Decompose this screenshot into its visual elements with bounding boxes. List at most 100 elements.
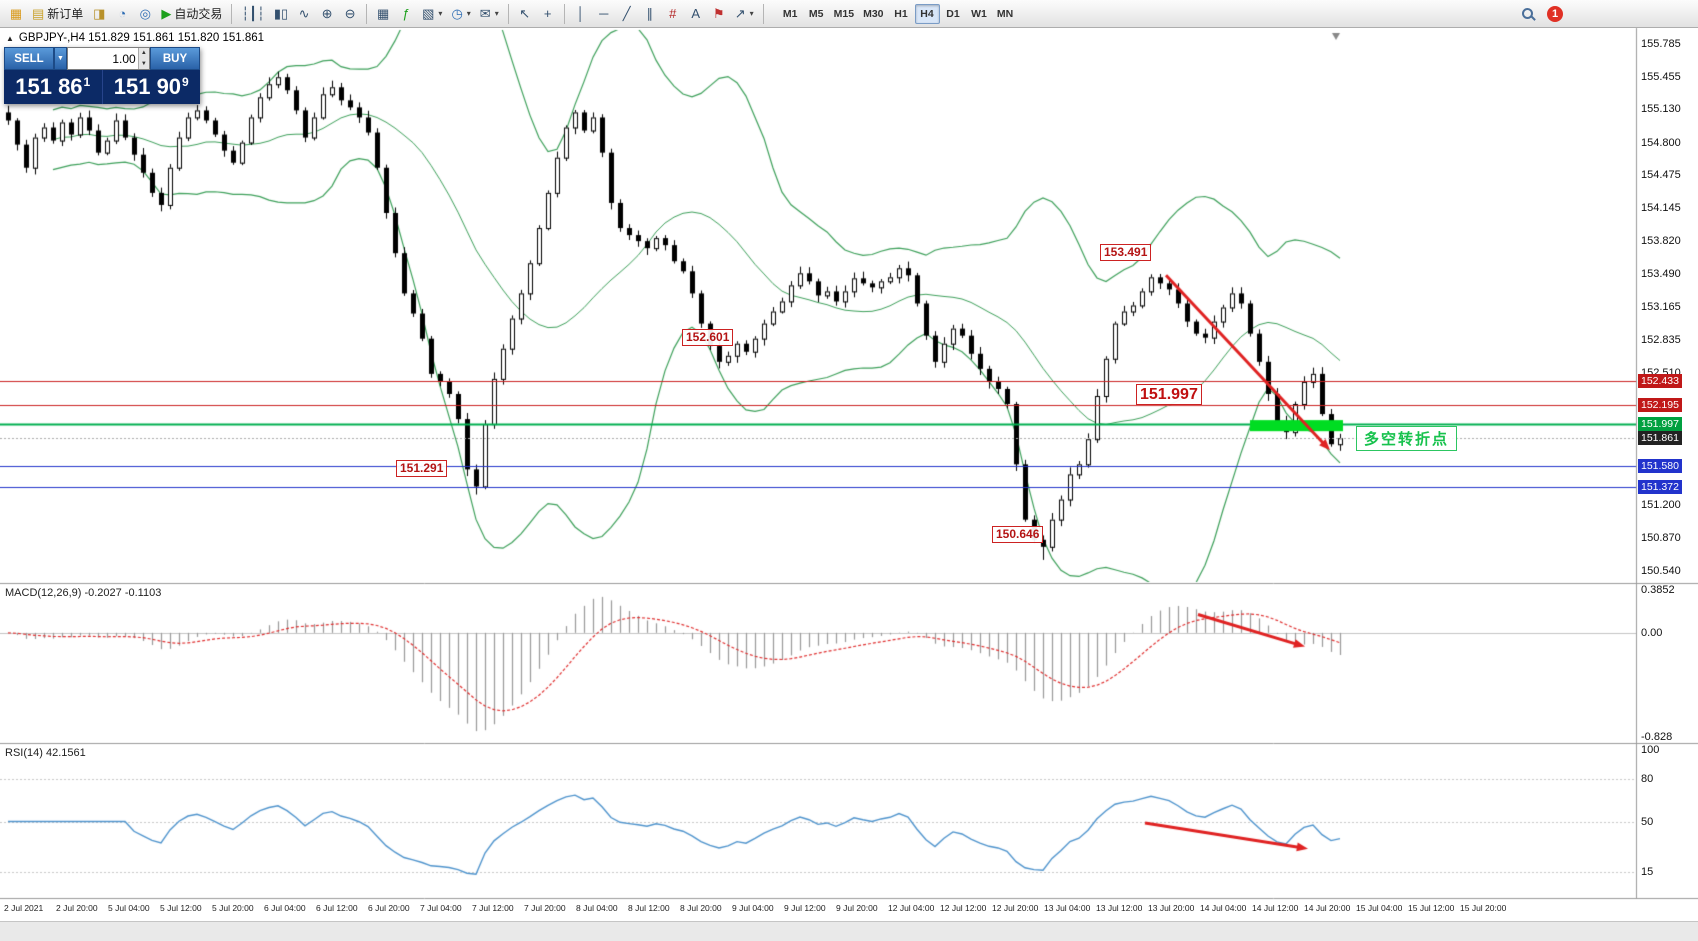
- lot-options-dropdown[interactable]: ▼: [54, 47, 67, 70]
- crosshair-button[interactable]: +: [537, 3, 559, 25]
- price-axis-tick: 152.835: [1641, 334, 1681, 347]
- zoom-in-button[interactable]: ⊕: [316, 3, 338, 25]
- macd-axis-max: 0.3852: [1641, 584, 1675, 596]
- mail-button[interactable]: ✉ ▾: [476, 3, 503, 25]
- notification-badge[interactable]: 1: [1547, 5, 1563, 22]
- toolbar-separator: [231, 3, 233, 24]
- price-axis-tick: 154.145: [1641, 202, 1681, 215]
- timeframe-h1-button[interactable]: H1: [894, 7, 908, 20]
- horizontal-line-button[interactable]: ─: [593, 3, 615, 25]
- turning-point-annotation[interactable]: 多空转折点: [1356, 426, 1458, 451]
- main-toolbar: ▦ ▤ 新订单 ◨ ◔ ◎ ▶ 自动交易 ┆┃┆ ▮▯ ∿ ⊕ ⊖ ▦ ƒ ▧ ▾ ◷ ▾ ✉ ▾ ↖ + │ ─ ╱ ∥ # A ⚑ ↗ ▾…: [0, 0, 1698, 28]
- line-chart-icon: ∿: [298, 6, 310, 21]
- price-axis-tick: 155.785: [1641, 37, 1681, 50]
- app-icon: ▦: [9, 6, 23, 21]
- navigator-button[interactable]: ◎: [134, 3, 156, 25]
- price-level-label[interactable]: 153.491: [1100, 244, 1152, 262]
- timeframe-d1-button[interactable]: D1: [946, 7, 960, 20]
- price-level-label[interactable]: 151.997: [1136, 384, 1202, 406]
- tile-windows-icon: ▦: [376, 6, 390, 21]
- vertical-line-icon: │: [576, 6, 585, 21]
- time-axis-label: 13 Jul 04:00: [1044, 903, 1091, 913]
- timeframe-m1-button[interactable]: M1: [782, 7, 798, 20]
- toolbar-separator: [366, 3, 368, 24]
- candlestick-chart-button[interactable]: ▮▯: [270, 3, 292, 25]
- price-axis-tag: 151.861: [1638, 431, 1682, 446]
- timeframe-m5-button[interactable]: M5: [808, 7, 824, 20]
- price-level-label[interactable]: 151.291: [396, 460, 448, 478]
- time-axis-label: 13 Jul 12:00: [1096, 903, 1143, 913]
- price-axis-tag: 151.580: [1638, 459, 1682, 474]
- time-axis-label: 6 Jul 04:00: [264, 903, 306, 913]
- timeframe-h4-button[interactable]: H4: [914, 3, 940, 24]
- text-button[interactable]: A: [685, 3, 707, 25]
- text-icon: A: [691, 6, 701, 21]
- app-button[interactable]: ▦: [5, 3, 27, 25]
- sell-button[interactable]: SELL: [4, 47, 54, 70]
- arrows-icon: ↗: [734, 6, 746, 21]
- lot-increase-icon[interactable]: ▲: [140, 50, 147, 57]
- text-label-button[interactable]: ⚑: [708, 3, 730, 25]
- chart-profile-button[interactable]: ◨: [88, 3, 110, 25]
- lot-size-input[interactable]: [68, 48, 138, 69]
- price-axis[interactable]: 155.785 155.455 155.130 154.800 154.475 154.1…: [1637, 28, 1698, 920]
- buy-button[interactable]: BUY: [150, 47, 200, 70]
- sell-price-pip: 1: [83, 75, 91, 89]
- rsi-axis-tick: 80: [1641, 772, 1654, 785]
- price-axis-tick: 150.540: [1641, 564, 1681, 577]
- time-axis-label: 8 Jul 12:00: [628, 903, 670, 913]
- macd-axis-zero: 0.00: [1641, 626, 1663, 639]
- auto-trading-button[interactable]: ▶ 自动交易: [157, 3, 226, 25]
- time-axis-label: 12 Jul 20:00: [992, 903, 1039, 913]
- price-level-label[interactable]: 152.601: [682, 328, 734, 346]
- fibonacci-button[interactable]: #: [662, 3, 684, 25]
- time-axis-label: 2 Jul 2021: [4, 903, 44, 913]
- time-axis-label: 9 Jul 12:00: [784, 903, 826, 913]
- bar-chart-button[interactable]: ┆┃┆: [237, 3, 268, 25]
- equidistant-channel-icon: ∥: [646, 6, 653, 21]
- timeframe-mn-button[interactable]: MN: [996, 7, 1014, 20]
- quote-panel-toggle-icon[interactable]: ▲: [6, 33, 14, 43]
- vertical-line-button[interactable]: │: [570, 3, 592, 25]
- equidistant-channel-button[interactable]: ∥: [639, 3, 661, 25]
- tile-windows-button[interactable]: ▦: [372, 3, 394, 25]
- timeframe-m15-button[interactable]: M15: [833, 7, 855, 20]
- time-axis-label: 15 Jul 04:00: [1356, 903, 1403, 913]
- auto-trading-label: 自动交易: [174, 7, 223, 21]
- toolbar-separator: [563, 3, 565, 24]
- new-chart-button[interactable]: ▧ ▾: [418, 3, 446, 25]
- price-axis-tag: 151.372: [1638, 480, 1682, 495]
- price-level-label[interactable]: 150.646: [992, 525, 1044, 543]
- time-axis-label: 13 Jul 20:00: [1148, 903, 1195, 913]
- window-bottom-strip: [0, 921, 1698, 941]
- lot-size-stepper[interactable]: ▲ ▼: [137, 48, 149, 69]
- navigator-icon: ◎: [139, 6, 151, 21]
- search-icon[interactable]: [1522, 8, 1533, 19]
- time-axis-label: 15 Jul 12:00: [1408, 903, 1455, 913]
- arrows-button[interactable]: ↗ ▾: [731, 3, 758, 25]
- zoom-out-button[interactable]: ⊖: [339, 3, 361, 25]
- buy-price-pip: 9: [182, 75, 189, 89]
- lot-decrease-icon[interactable]: ▼: [140, 60, 147, 67]
- price-axis-tick: 153.165: [1641, 301, 1681, 313]
- trendline-button[interactable]: ╱: [616, 3, 638, 25]
- indicators-button[interactable]: ƒ: [395, 3, 417, 25]
- line-chart-button[interactable]: ∿: [293, 3, 315, 25]
- cursor-icon: ↖: [519, 6, 531, 21]
- zoom-in-icon: ⊕: [321, 6, 333, 21]
- sell-price-value: 151 86: [15, 74, 83, 99]
- new-order-label: 新订单: [47, 7, 84, 21]
- fibonacci-icon: #: [669, 6, 677, 21]
- time-axis[interactable]: 2 Jul 2021 2 Jul 20:00 5 Jul 04:00 5 Jul 12…: [0, 899, 1637, 921]
- time-axis-label: 9 Jul 20:00: [836, 903, 878, 913]
- timeframe-w1-button[interactable]: W1: [971, 7, 987, 20]
- new-chart-icon: ▧: [422, 6, 435, 21]
- new-order-button[interactable]: ▤ 新订单: [28, 3, 87, 25]
- text-label-icon: ⚑: [712, 6, 725, 21]
- market-watch-button[interactable]: ◔: [111, 3, 133, 25]
- buy-price-display: 151 90 9: [103, 70, 201, 104]
- chart-period-button[interactable]: ◷ ▾: [447, 3, 474, 25]
- timeframe-m30-button[interactable]: M30: [863, 7, 884, 20]
- cursor-button[interactable]: ↖: [514, 3, 536, 25]
